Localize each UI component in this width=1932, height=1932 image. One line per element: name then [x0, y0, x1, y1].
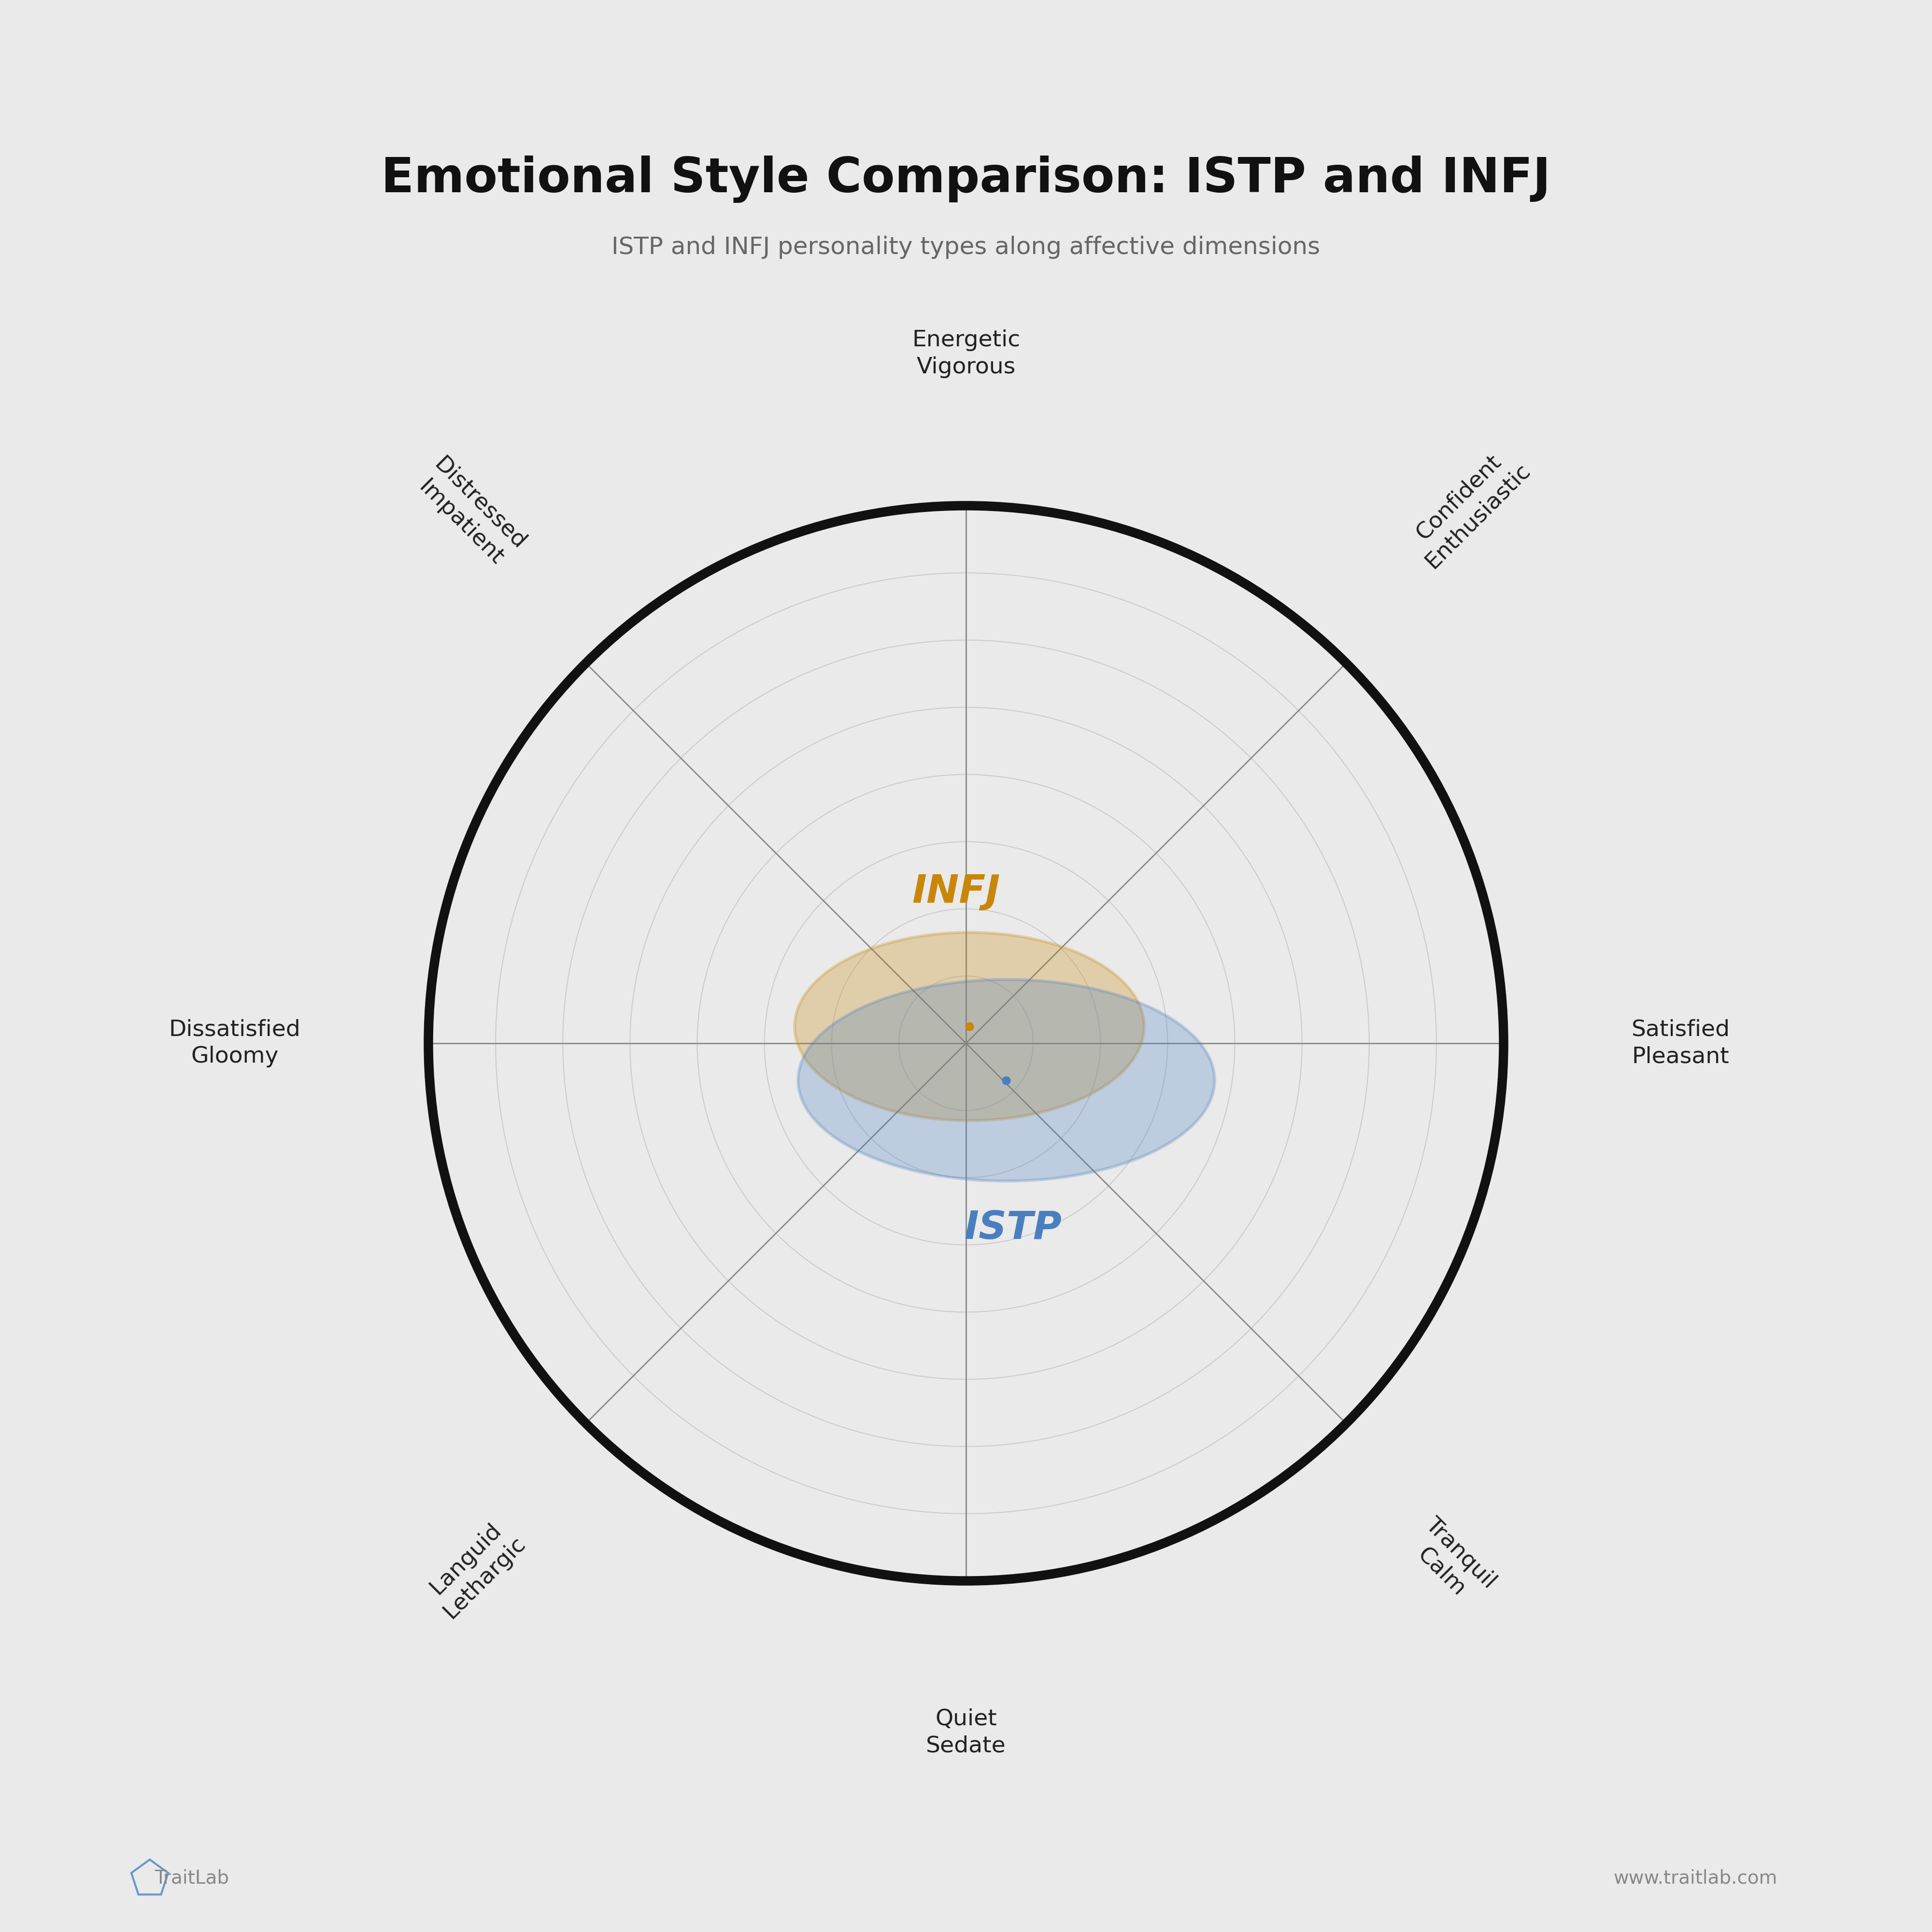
Text: INFJ: INFJ: [912, 873, 1001, 910]
Ellipse shape: [798, 980, 1215, 1180]
Ellipse shape: [794, 933, 1144, 1121]
Text: ISTP and INFJ personality types along affective dimensions: ISTP and INFJ personality types along af…: [612, 236, 1320, 259]
Text: Emotional Style Comparison: ISTP and INFJ: Emotional Style Comparison: ISTP and INF…: [381, 156, 1551, 203]
Text: Dissatisfied
Gloomy: Dissatisfied Gloomy: [168, 1018, 301, 1068]
Text: Energetic
Vigorous: Energetic Vigorous: [912, 330, 1020, 379]
Text: Satisfied
Pleasant: Satisfied Pleasant: [1631, 1018, 1729, 1068]
Text: Tranquil
Calm: Tranquil Calm: [1403, 1513, 1499, 1611]
Text: www.traitlab.com: www.traitlab.com: [1613, 1868, 1777, 1888]
Text: Quiet
Sedate: Quiet Sedate: [925, 1708, 1007, 1756]
Text: Languid
Lethargic: Languid Lethargic: [421, 1513, 529, 1623]
Text: TraitLab: TraitLab: [155, 1868, 230, 1888]
Text: Confident
Enthusiastic: Confident Enthusiastic: [1403, 440, 1534, 574]
Text: ISTP: ISTP: [964, 1209, 1063, 1246]
Text: Distressed
Impatient: Distressed Impatient: [412, 454, 529, 574]
